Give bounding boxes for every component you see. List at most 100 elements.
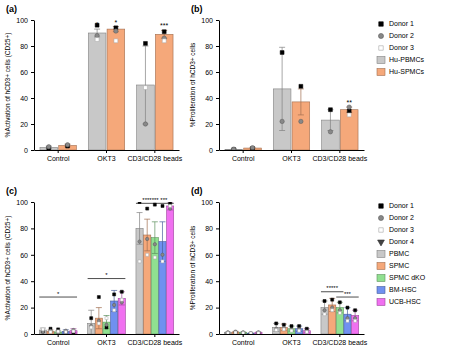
x-tick-mark [106, 150, 107, 153]
y-tick-label: 80 [20, 225, 28, 232]
error-bar-cap [111, 290, 117, 291]
error-bar [119, 292, 125, 305]
error-bar-stem [282, 47, 283, 130]
error-bar [142, 46, 148, 124]
error-bar-stem [50, 330, 51, 333]
plot-area [224, 292, 358, 334]
dot [249, 332, 252, 334]
dot [280, 119, 284, 123]
error-bar-cap [137, 212, 143, 213]
legend-label: SPMC dKO [389, 274, 426, 281]
y-tick-mark [31, 202, 34, 203]
plot-area [39, 202, 173, 334]
y-tick: 80 [205, 225, 219, 232]
error-bar [94, 29, 100, 37]
dot [72, 330, 75, 333]
y-axis: 020406080100 [201, 17, 219, 154]
error-bar [159, 222, 165, 262]
y-tick: 60 [20, 252, 34, 259]
error-bar-cap [96, 307, 102, 308]
dot [95, 38, 99, 42]
plot-area [40, 23, 173, 150]
y-tick: 80 [20, 225, 34, 232]
y-axis-title: %Activation of hCD3+ cells (CD25+) [4, 33, 12, 138]
x-tick-mark [154, 334, 155, 337]
error-bar [279, 47, 285, 130]
dot [338, 311, 341, 314]
dot [257, 332, 260, 334]
significance-label: ******* *** [142, 197, 168, 203]
y-tick-mark [31, 72, 34, 73]
error-bar-stem [147, 219, 148, 251]
error-bar [327, 110, 333, 131]
error-bar [344, 308, 350, 321]
dot [234, 331, 237, 334]
legend-swatch [377, 299, 385, 306]
error-bar-stem [106, 316, 107, 329]
y-axis-line [34, 203, 35, 335]
dot [47, 145, 51, 149]
dot [290, 329, 293, 332]
dot [64, 331, 67, 334]
dot [97, 296, 100, 299]
error-bar [322, 301, 328, 314]
y-tick-label: 40 [20, 95, 28, 102]
dot [162, 30, 166, 34]
chart: 020406080100ControlOKT3CD3/CD28 beads%Ac… [0, 0, 474, 364]
bar [107, 29, 125, 150]
dot [57, 330, 60, 333]
legend-label: BM-HSC [389, 286, 417, 293]
x-axis: ControlOKT3CD3/CD28 beads [35, 334, 183, 346]
bar [118, 298, 125, 334]
x-tick-label: OKT3 [282, 339, 300, 346]
y-tick-label: 0 [24, 331, 28, 338]
x-tick: CD3/CD28 beads [127, 334, 182, 346]
series [240, 301, 344, 334]
y-tick-mark [31, 228, 34, 229]
dot [169, 204, 172, 207]
error-bar-cap [296, 326, 302, 327]
bar [111, 301, 118, 334]
bar [288, 329, 295, 334]
error-bar-stem [332, 298, 333, 311]
series [70, 202, 174, 334]
y-tick-mark [31, 98, 34, 99]
dot [328, 130, 332, 134]
dot [234, 330, 237, 333]
y-tick-mark [31, 308, 34, 309]
y-tick: 0 [24, 147, 34, 154]
error-bar-stem [114, 290, 115, 311]
error-bar-stem [330, 110, 331, 131]
panel-title: (b) [191, 4, 203, 14]
error-bar [48, 330, 54, 333]
y-tick-mark [31, 281, 34, 282]
dot [298, 325, 301, 328]
legend-swatch [377, 69, 385, 76]
dot [282, 323, 285, 326]
error-bar-cap [104, 315, 110, 316]
y-tick-label: 100 [16, 17, 28, 24]
bar [88, 33, 106, 150]
legend-item: Hu-SPMCs [377, 68, 425, 75]
error-bar [329, 298, 335, 311]
legend-swatch [377, 263, 385, 270]
dot [145, 237, 148, 240]
legend-item: BM-HSC [377, 286, 417, 293]
y-tick-mark [216, 202, 219, 203]
y-tick-mark [31, 255, 34, 256]
y-tick: 0 [209, 147, 219, 154]
y-tick-label: 0 [209, 331, 213, 338]
series [47, 207, 151, 334]
dot [275, 322, 278, 325]
dot [290, 325, 293, 328]
y-tick-label: 60 [20, 252, 28, 259]
x-tick: Control [47, 334, 70, 346]
legend-item: Donor 3 [379, 44, 414, 51]
y-tick-label: 80 [20, 43, 28, 50]
y-tick-mark [216, 150, 219, 151]
x-tick-label: Control [47, 155, 70, 162]
error-bar-cap [159, 221, 165, 222]
error-bar-cap [137, 244, 143, 245]
x-tick-label: OKT3 [282, 155, 300, 162]
bar [103, 322, 110, 334]
